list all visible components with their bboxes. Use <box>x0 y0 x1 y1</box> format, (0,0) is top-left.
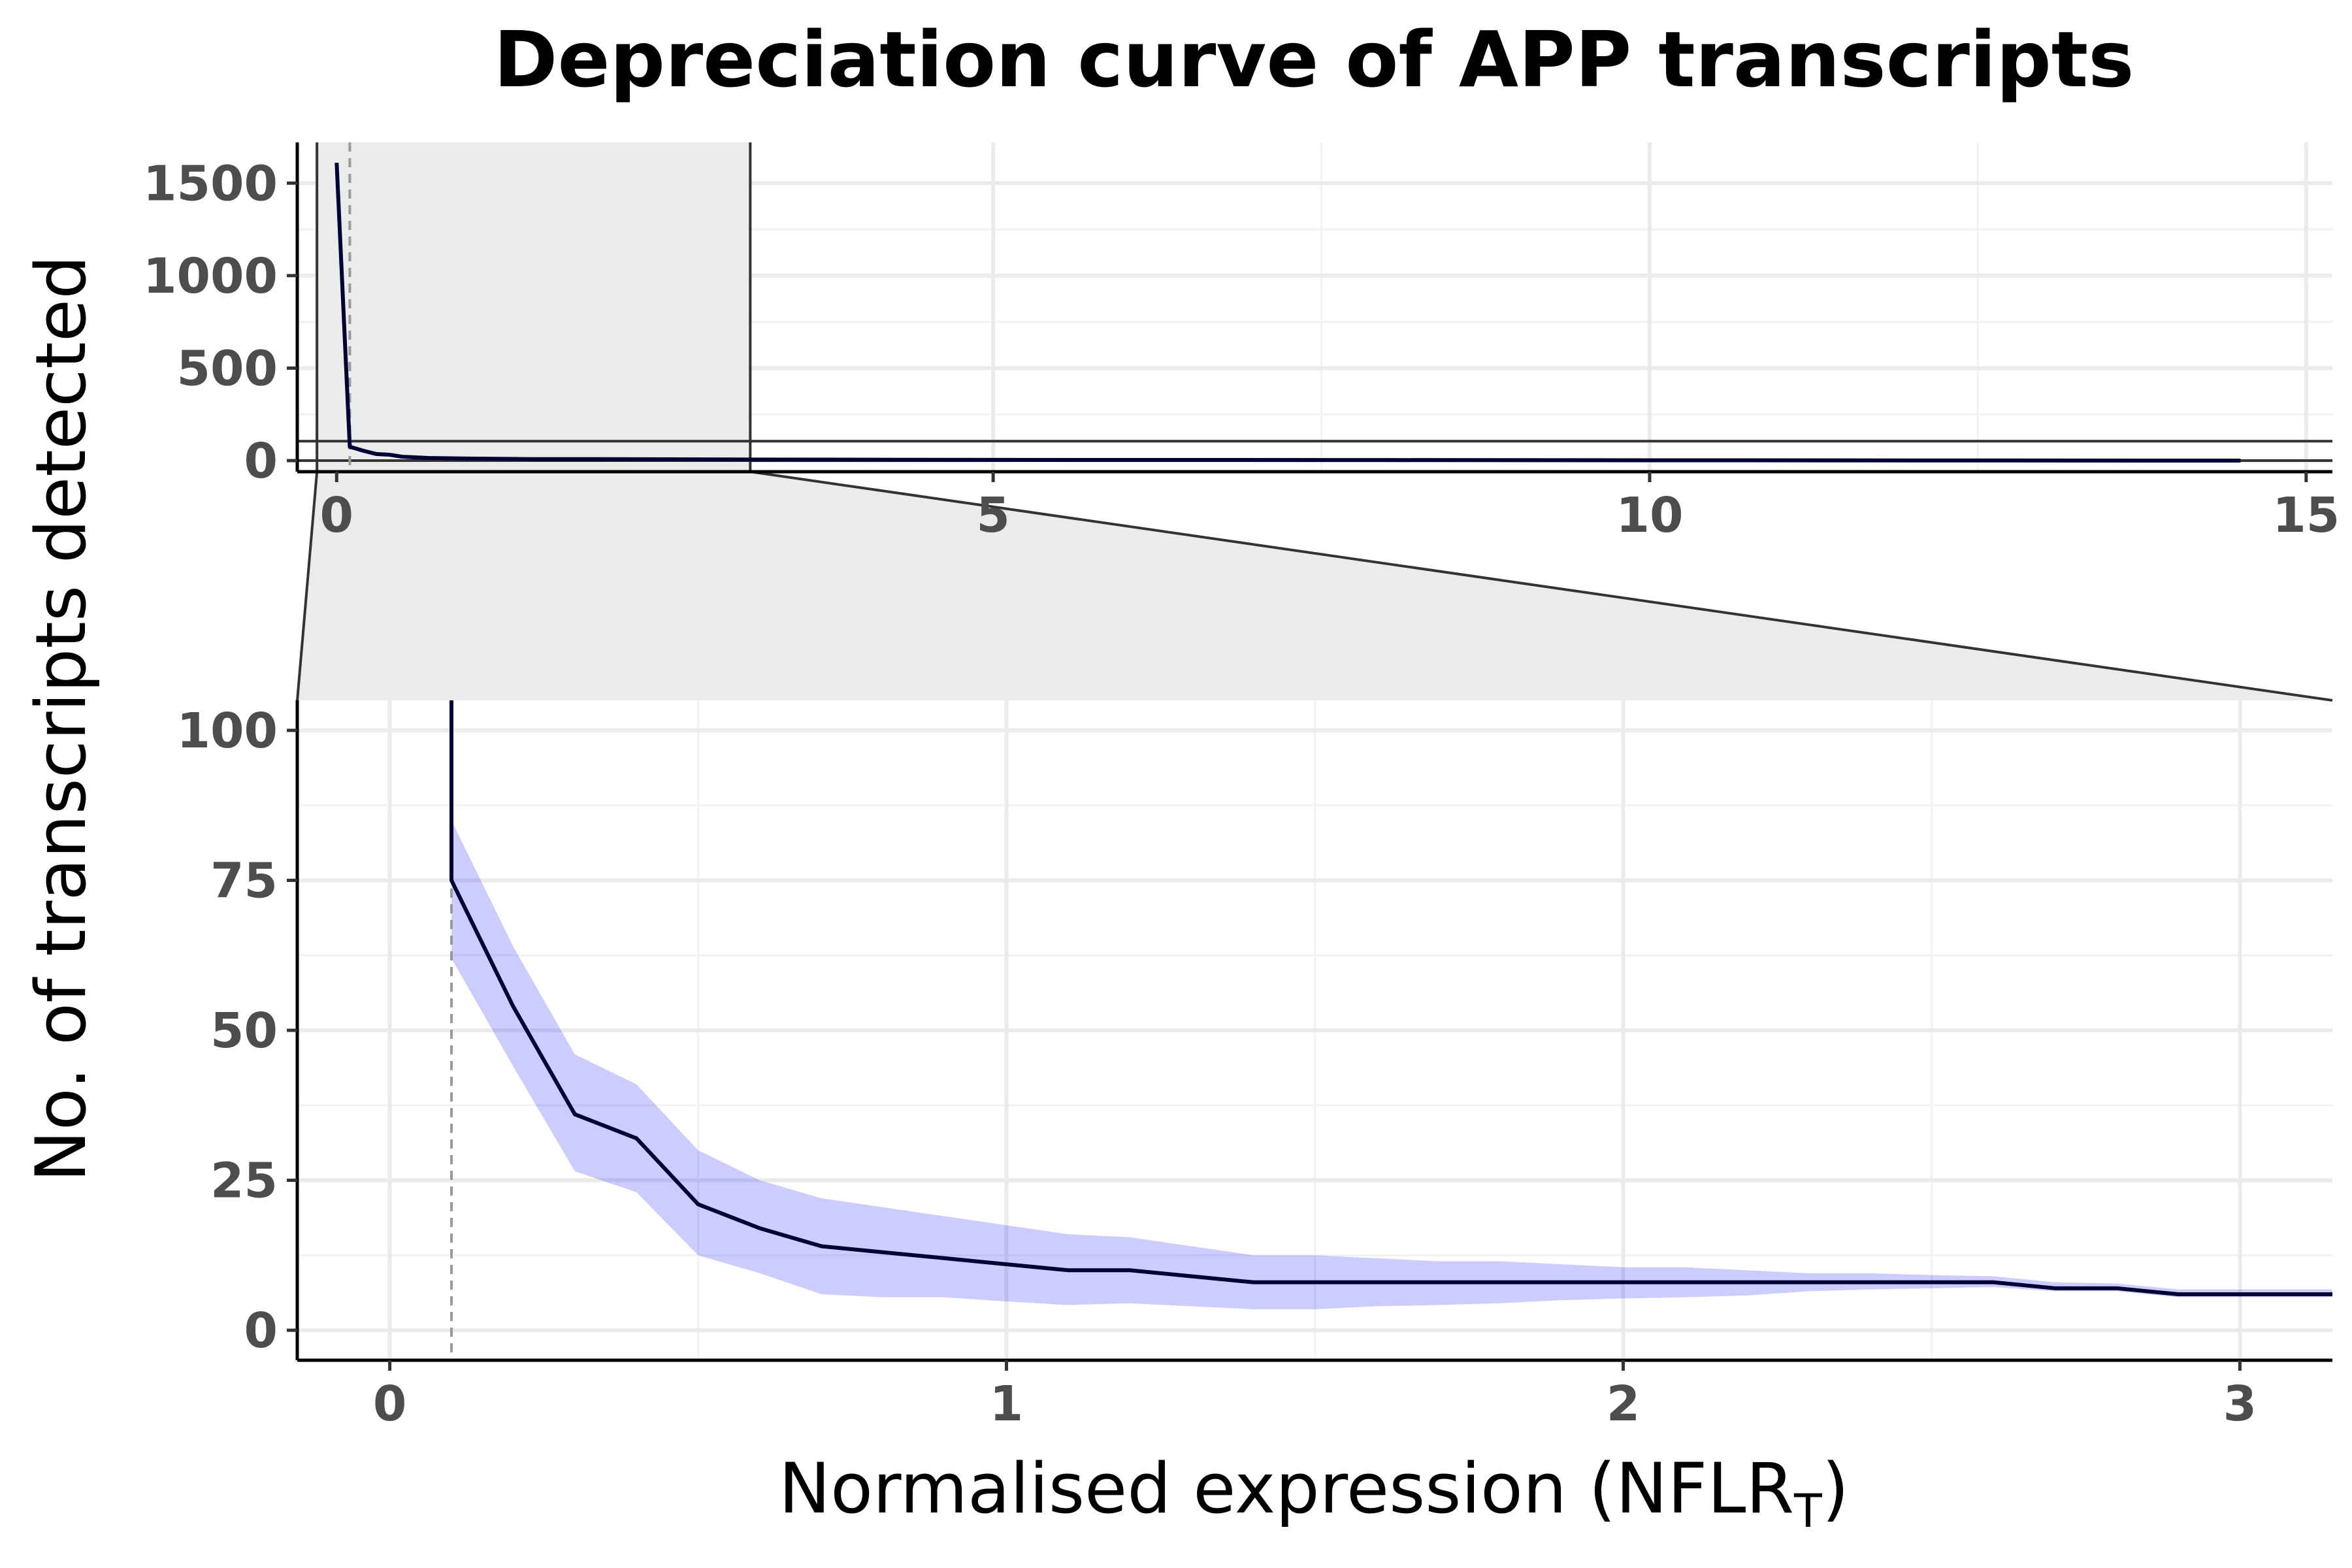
x-axis-title-subscript: T <box>1793 1484 1822 1538</box>
zoom-connector-area <box>297 472 2332 700</box>
detail-x-tick-label: 0 <box>373 1376 407 1432</box>
detail-y-tick-label: 75 <box>210 853 278 909</box>
zoom-connector <box>296 470 2333 702</box>
x-axis-title: Normalised expression (NFLRT) <box>779 1448 1849 1538</box>
overview-curve <box>335 163 2241 463</box>
overview-x-tick-label: 0 <box>320 487 354 544</box>
overview-y-tick-label: 0 <box>244 433 278 489</box>
detail-curve <box>449 700 2332 1296</box>
overview-y-tick-label: 1500 <box>143 155 278 212</box>
overview-zoom-region <box>317 142 751 472</box>
overview-x-tick-label: 5 <box>976 487 1010 544</box>
detail-x-tick-label: 3 <box>2223 1376 2257 1432</box>
detail-x-tick-label: 1 <box>990 1376 1024 1432</box>
x-axis-title-close: ) <box>1822 1448 1849 1529</box>
overview-y-tick-label: 1000 <box>143 248 278 304</box>
detail-panel: 0 1 2 3 0 25 50 75 100 <box>177 700 2332 1432</box>
overview-y-tick-label: 500 <box>177 340 278 397</box>
detail-y-tick-label: 25 <box>210 1153 278 1209</box>
chart-title: Depreciation curve of APP transcripts <box>494 14 2134 105</box>
detail-y-tick-label: 100 <box>177 703 278 759</box>
detail-confidence-band <box>451 820 2332 1309</box>
detail-y-tick-label: 50 <box>210 1003 278 1059</box>
overview-x-tick-label: 15 <box>2272 487 2340 544</box>
y-axis-title: No. of transcripts detected <box>21 255 101 1183</box>
detail-x-tick-label: 2 <box>1607 1376 1641 1432</box>
zoom-connector-right-edge <box>750 470 2333 702</box>
zoom-connector-left-edge <box>296 471 319 701</box>
x-axis-title-main: Normalised expression (NFLR <box>779 1448 1794 1529</box>
overview-x-tick-label: 10 <box>1616 487 1683 544</box>
detail-y-tick-label: 0 <box>244 1303 278 1359</box>
overview-panel: 0 5 10 15 0 500 1000 1500 <box>143 142 2340 544</box>
